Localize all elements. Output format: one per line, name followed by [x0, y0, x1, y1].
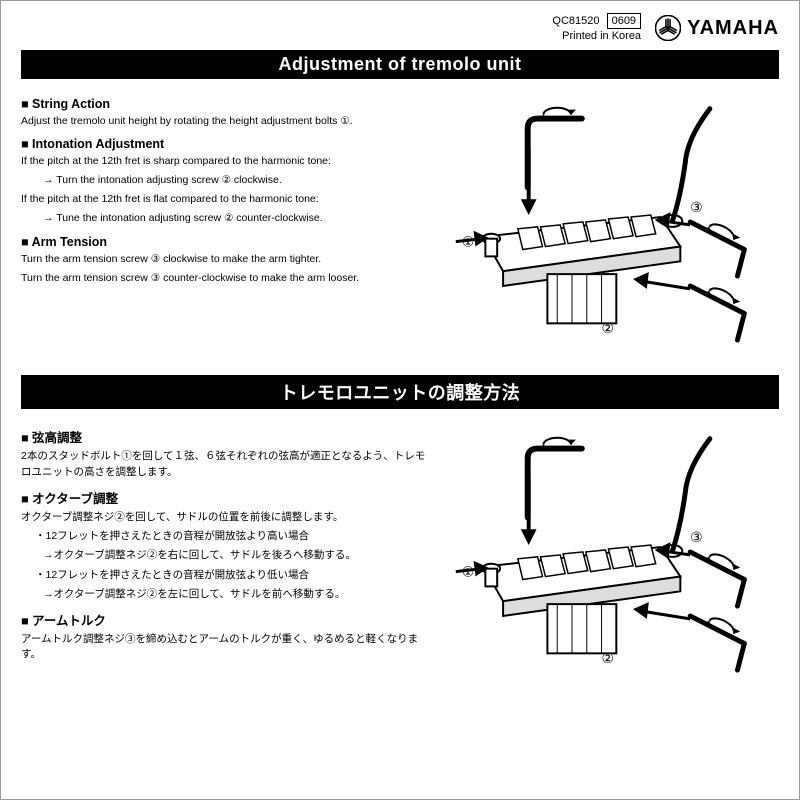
text-en: String Action Adjust the tremolo unit he… — [21, 89, 430, 358]
section-jp: 弦高調整 2本のスタッドボルト①を回して１弦、６弦それぞれの弦高が適正となるよう… — [21, 419, 779, 688]
jp-head1: 弦高調整 — [21, 427, 430, 446]
intonation-l3: If the pitch at the 12th fret is flat co… — [21, 192, 430, 207]
body-string-action: Adjust the tremolo unit height by rotati… — [21, 114, 430, 129]
svg-text:③: ③ — [690, 531, 702, 546]
intonation-l1: If the pitch at the 12th fret is sharp c… — [21, 154, 430, 169]
doc-header: QC81520 0609 Printed in Korea YAMAHA — [21, 13, 779, 44]
jp-b2c: →オクターブ調整ネジ②を右に回して、サドルを後ろへ移動する。 — [21, 548, 430, 563]
head-string-action: String Action — [21, 97, 430, 111]
arm-l1: Turn the arm tension screw ③ clockwise t… — [21, 252, 430, 267]
jp-b2d: ・12フレットを押さえたときの音程が開放弦より低い場合 — [21, 568, 430, 583]
tremolo-diagram-icon: ① ② ③ — [444, 419, 779, 685]
tuning-forks-icon — [655, 15, 681, 41]
diagram-label-3: ③ — [690, 200, 702, 215]
svg-text:①: ① — [462, 565, 474, 580]
jp-b2b: ・12フレットを押さえたときの音程が開放弦より高い場合 — [21, 529, 430, 544]
tremolo-diagram-icon: ① ② ③ — [444, 89, 779, 355]
jp-head2: オクターブ調整 — [21, 488, 430, 507]
section-en: String Action Adjust the tremolo unit he… — [21, 89, 779, 358]
arm-l2: Turn the arm tension screw ③ counter-clo… — [21, 271, 430, 286]
title-jp: トレモロユニットの調整方法 — [21, 375, 779, 409]
svg-text:②: ② — [602, 652, 614, 667]
jp-b2a: オクターブ調整ネジ②を回して、サドルの位置を前後に調整します。 — [21, 510, 430, 525]
head-arm-tension: Arm Tension — [21, 235, 430, 249]
doc-codes: QC81520 0609 Printed in Korea — [552, 13, 641, 44]
diagram-label-1: ① — [462, 234, 474, 249]
jp-b1: 2本のスタッドボルト①を回して１弦、６弦それぞれの弦高が適正となるよう、トレモロ… — [21, 449, 430, 479]
intonation-l4: → Tune the intonation adjusting screw ② … — [21, 211, 430, 226]
jp-b3: アームトルク調整ネジ③を締め込むとアームのトルクが重く、ゆるめると軽くなります。 — [21, 632, 430, 662]
jp-b2e: →オクターブ調整ネジ②を左に回して、サドルを前へ移動する。 — [21, 587, 430, 602]
diagram-en: ① ② ③ — [444, 89, 779, 358]
intonation-l2: → Turn the intonation adjusting screw ② … — [21, 173, 430, 188]
brand-text: YAMAHA — [687, 17, 779, 40]
printed-in: Printed in Korea — [562, 30, 641, 42]
diagram-label-2: ② — [602, 321, 614, 336]
title-en: Adjustment of tremolo unit — [21, 50, 779, 79]
text-jp: 弦高調整 2本のスタッドボルト①を回して１弦、６弦それぞれの弦高が適正となるよう… — [21, 419, 430, 688]
head-intonation: Intonation Adjustment — [21, 137, 430, 151]
brand-logo: YAMAHA — [655, 15, 779, 41]
doc-code: QC81520 — [552, 15, 599, 27]
diagram-jp: ① ② ③ — [444, 419, 779, 688]
jp-head3: アームトルク — [21, 610, 430, 629]
rev-code: 0609 — [607, 13, 641, 29]
